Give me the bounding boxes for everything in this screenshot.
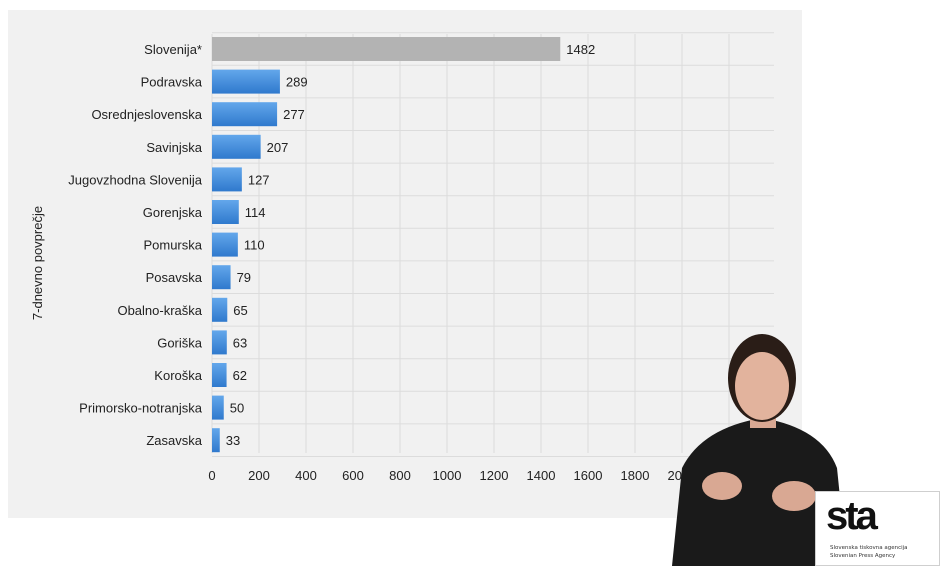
value-label: 50: [230, 401, 244, 416]
x-tick-label: 1600: [574, 468, 603, 483]
bar: [212, 134, 261, 159]
value-label: 79: [237, 270, 251, 285]
value-labels: 1482 289 277 207 127 114 110 79 65 63 62 50 33: [226, 42, 595, 448]
value-label: 110: [244, 238, 265, 253]
bar: [212, 265, 231, 290]
bar: [212, 363, 227, 387]
x-tick-label: 600: [342, 468, 364, 483]
interpreter-body: [672, 418, 847, 566]
category-label: Pomurska: [143, 238, 202, 253]
sign-language-interpreter: [672, 334, 847, 566]
bars: [212, 37, 561, 453]
chart-panel: Slovenija* Podravska Osrednjeslovenska Savi…: [8, 10, 802, 518]
x-tick-label: 1200: [480, 468, 509, 483]
value-label: 289: [286, 75, 308, 90]
bar: [212, 167, 242, 192]
value-label: 65: [233, 303, 247, 318]
category-label: Primorsko-notranjska: [79, 401, 203, 416]
bar: [212, 428, 220, 453]
value-label: 33: [226, 433, 240, 448]
interpreter-left-hand: [702, 472, 742, 500]
sta-logo-line2: Slovenian Press Agency: [830, 553, 896, 559]
x-tick-label: 0: [208, 468, 215, 483]
bar: [212, 395, 224, 420]
category-label: Obalno-kraška: [117, 303, 202, 318]
value-label: 62: [233, 368, 247, 383]
x-tick-label: 800: [389, 468, 411, 483]
interpreter-face: [735, 352, 789, 420]
x-tick-label: 1400: [527, 468, 556, 483]
category-label: Posavska: [146, 270, 203, 285]
interpreter-right-hand: [772, 481, 816, 511]
bar: [212, 297, 228, 322]
category-label: Koroška: [154, 368, 202, 383]
x-tick-label: 400: [295, 468, 317, 483]
x-tick-label: 1800: [621, 468, 650, 483]
bar: [212, 69, 280, 94]
bar: [212, 330, 227, 355]
y-axis-label: 7-dnevno povprečje: [30, 206, 45, 320]
grid-lines: [211, 32, 774, 457]
sta-logo-word: sta: [826, 494, 878, 538]
category-label: Gorenjska: [143, 205, 203, 220]
category-label: Podravska: [141, 75, 203, 90]
sta-logo: sta Slovenska tiskovna agencija Slovenia…: [815, 491, 940, 566]
value-label: 127: [248, 172, 270, 187]
sta-logo-line1: Slovenska tiskovna agencija: [830, 545, 908, 551]
category-label: Zasavska: [146, 433, 202, 448]
value-label: 1482: [566, 42, 595, 57]
value-label: 114: [245, 205, 266, 220]
bar: [212, 232, 238, 257]
bar: [212, 102, 278, 127]
value-label: 277: [283, 107, 305, 122]
category-label: Slovenija*: [144, 42, 202, 57]
bar: [212, 200, 239, 224]
bar: [212, 37, 561, 61]
category-labels: Slovenija* Podravska Osrednjeslovenska Savi…: [68, 42, 202, 448]
category-label: Jugovzhodna Slovenija: [68, 172, 202, 187]
category-label: Goriška: [157, 335, 203, 350]
x-tick-label: 1000: [433, 468, 462, 483]
value-label: 207: [267, 140, 289, 155]
value-label: 63: [233, 335, 247, 350]
category-label: Osrednjeslovenska: [91, 107, 202, 122]
category-label: Savinjska: [146, 140, 202, 155]
x-tick-label: 200: [248, 468, 270, 483]
